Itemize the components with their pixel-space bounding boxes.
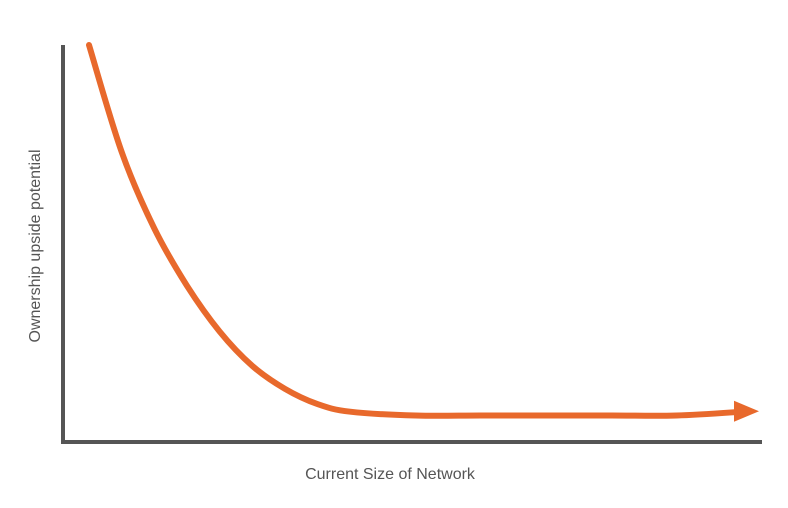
plot-area [61,42,762,444]
y-axis-label: Ownership upside potential [27,149,44,342]
x-axis-label: Current Size of Network [305,466,476,483]
curve-arrowhead [734,400,759,422]
series-curve [86,42,745,419]
